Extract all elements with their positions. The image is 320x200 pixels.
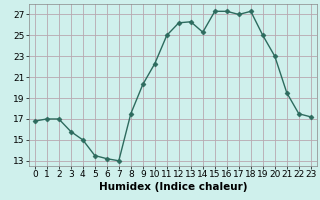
- X-axis label: Humidex (Indice chaleur): Humidex (Indice chaleur): [99, 182, 247, 192]
